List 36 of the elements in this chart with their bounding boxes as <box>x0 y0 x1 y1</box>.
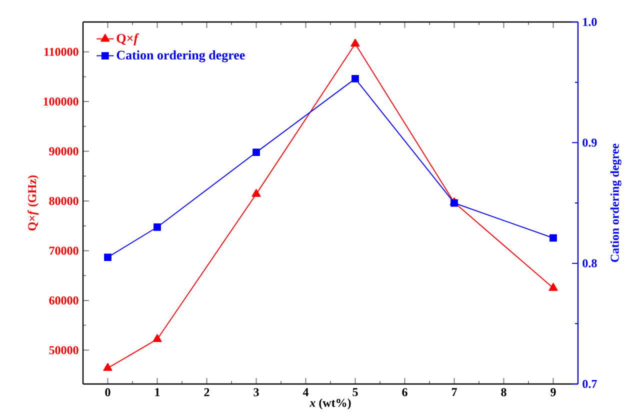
point <box>252 148 260 156</box>
y-tick-label: 100000 <box>44 98 78 106</box>
x-tick-label: 1 <box>155 388 160 396</box>
y-tick-label: 60000 <box>49 296 78 304</box>
y2-tick-label: 0.9 <box>582 138 597 147</box>
x-tick-label: 8 <box>501 388 506 396</box>
y2-tick-label: 0.8 <box>582 259 597 268</box>
point <box>350 38 360 47</box>
x-tick-label: 6 <box>402 388 408 396</box>
y-tick-label: 70000 <box>50 246 78 255</box>
y-tick-label: 110000 <box>44 48 78 56</box>
x-tick-label: 3 <box>254 388 259 396</box>
y2-axis-title: Cation ordering degree <box>610 144 622 262</box>
point <box>550 234 557 242</box>
point <box>252 188 261 197</box>
point <box>548 282 558 291</box>
x-tick-label: 7 <box>452 388 457 396</box>
y2-tick-label: 0.7 <box>582 380 597 388</box>
legend-label: Cation ordering degree <box>116 50 245 62</box>
point <box>152 334 162 342</box>
x-tick-label: 4 <box>302 388 309 396</box>
x-axis-title: x (wt%) <box>310 398 351 410</box>
point <box>104 254 112 261</box>
y2-tick-label: 1.0 <box>583 18 597 26</box>
y-tick-label: 90000 <box>49 147 78 156</box>
point <box>103 362 112 371</box>
x-tick-label: 0 <box>105 388 110 396</box>
y-tick-label: 50000 <box>49 346 78 354</box>
x-tick-label: 2 <box>204 388 210 396</box>
x-tick-label: 5 <box>352 388 358 396</box>
point <box>154 223 161 231</box>
y-axis-title: Q×f (GHz) <box>28 175 39 230</box>
legend-label: Q×f <box>116 33 140 46</box>
point <box>352 75 359 82</box>
y-tick-label: 80000 <box>49 196 78 206</box>
x-tick-label: 9 <box>550 388 556 396</box>
